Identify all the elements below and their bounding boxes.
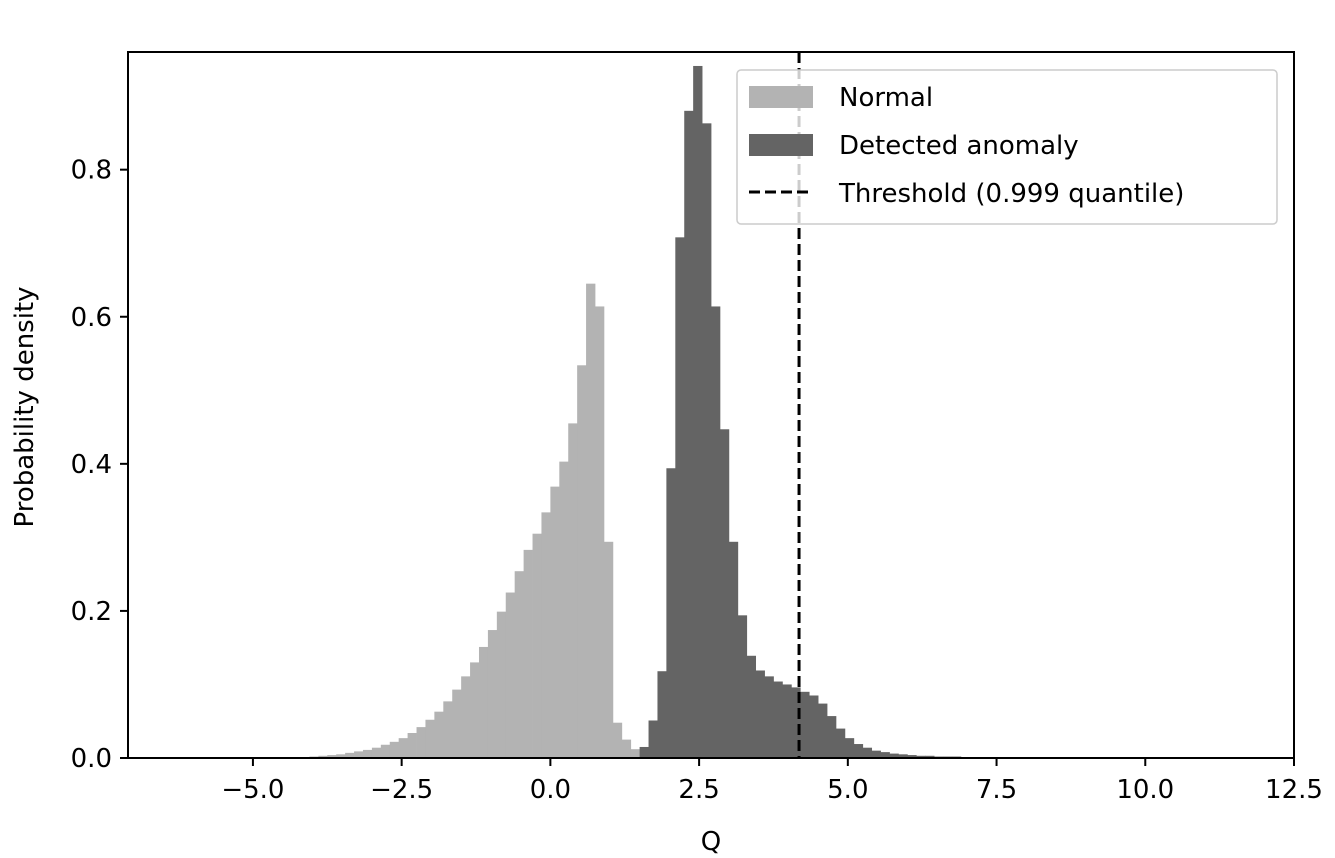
- histogram-bar: [398, 738, 408, 758]
- histogram-bar: [541, 512, 551, 758]
- histogram-bars: [309, 65, 980, 759]
- histogram-bar: [648, 720, 658, 758]
- histogram-bar: [478, 646, 489, 758]
- histogram-bar: [773, 681, 783, 758]
- histogram-bar: [862, 747, 873, 758]
- histogram-bar: [550, 486, 560, 758]
- histogram-bar: [889, 753, 899, 758]
- histogram-bar: [684, 110, 694, 758]
- histogram-bar: [835, 728, 846, 758]
- histogram-bar: [871, 750, 881, 758]
- histogram-bar: [657, 671, 667, 758]
- y-tick-label: 0.4: [71, 450, 112, 480]
- x-tick-label: 10.0: [1116, 775, 1174, 805]
- histogram-bar: [577, 365, 587, 758]
- histogram-bar: [586, 283, 596, 758]
- x-tick-label: 7.5: [976, 775, 1017, 805]
- histogram-bar: [389, 741, 400, 758]
- histogram-bar: [612, 722, 623, 758]
- histogram-bar: [452, 689, 462, 758]
- y-tick-label: 0.0: [71, 744, 112, 774]
- histogram-bar: [345, 752, 355, 758]
- histogram-bar: [461, 676, 471, 758]
- histogram-bar: [639, 746, 649, 758]
- histogram-bar: [898, 754, 908, 758]
- legend-frame: [736, 69, 1278, 225]
- histogram-bar: [523, 549, 533, 758]
- histogram-bar: [719, 429, 730, 758]
- histogram-bar: [603, 541, 614, 758]
- histogram-bar: [425, 719, 435, 758]
- histogram-bar: [907, 755, 917, 758]
- histogram-bar: [505, 592, 516, 758]
- series-anomaly: [639, 65, 980, 759]
- histogram-bar: [844, 738, 855, 758]
- legend-swatch-anomaly: [749, 134, 813, 156]
- histogram-bar: [568, 423, 578, 758]
- y-tick-label: 0.6: [71, 303, 112, 333]
- histogram-bar: [827, 716, 837, 758]
- histogram-bar: [559, 461, 569, 758]
- histogram-bar: [416, 727, 426, 758]
- histogram-bar: [318, 755, 328, 758]
- histogram-bar: [880, 752, 890, 758]
- histogram-bar: [443, 701, 453, 758]
- x-tick-label: 0.0: [530, 775, 571, 805]
- histogram-bar: [327, 755, 337, 758]
- histogram-bar: [532, 533, 542, 758]
- histogram-bar: [470, 662, 480, 758]
- legend-label-anomaly: Detected anomaly: [839, 131, 1079, 161]
- histogram-bar: [737, 615, 748, 758]
- y-tick-label: 0.2: [71, 597, 112, 627]
- x-tick-label: −5.0: [221, 775, 284, 805]
- histogram-bar: [666, 468, 676, 758]
- histogram-bar: [675, 237, 685, 758]
- histogram-bar: [380, 744, 391, 758]
- histogram-bar: [916, 755, 926, 758]
- axes: −5.0 −2.5 0.0 2.5 5.0 7.5 10.0 12.5 0.0 0.2 0.4 0.6…: [71, 51, 1323, 805]
- histogram-bar: [514, 571, 524, 758]
- histogram-bar: [853, 744, 864, 758]
- x-tick-label: 2.5: [678, 775, 719, 805]
- plot-frame: [127, 51, 1295, 759]
- histogram-bar: [755, 670, 765, 758]
- histogram-bar: [354, 751, 364, 758]
- histogram-bar: [809, 695, 819, 758]
- histogram-bar: [487, 630, 498, 758]
- x-tick-label: −2.5: [370, 775, 433, 805]
- legend-swatch-normal: [749, 86, 813, 108]
- x-axis-label: Q: [701, 827, 721, 857]
- series-normal: [309, 283, 649, 758]
- y-tick-label: 0.8: [71, 156, 112, 186]
- histogram-bar: [630, 749, 641, 758]
- x-tick-label: 12.5: [1265, 775, 1323, 805]
- histogram-bar: [621, 739, 632, 758]
- x-tick-label: 5.0: [827, 775, 868, 805]
- histogram-bar: [711, 306, 721, 758]
- histogram-bar: [371, 747, 382, 758]
- legend: Normal Detected anomaly Threshold (0.999…: [736, 69, 1278, 225]
- histogram-bar: [728, 541, 739, 758]
- histogram-bar: [818, 703, 828, 758]
- y-axis-label: Probability density: [10, 286, 40, 527]
- histogram-bar: [362, 749, 373, 758]
- histogram-bar: [434, 711, 444, 758]
- histogram-bar: [791, 687, 801, 758]
- histogram-bar: [693, 65, 703, 759]
- histogram-bar: [702, 123, 712, 759]
- histogram-bar: [496, 611, 507, 758]
- legend-label-normal: Normal: [839, 83, 933, 113]
- histogram-bar: [925, 755, 935, 758]
- histogram-bar: [764, 676, 774, 758]
- histogram-bar: [336, 754, 346, 758]
- histogram-bar: [782, 684, 792, 758]
- histogram-bar: [407, 733, 417, 758]
- histogram-bar: [800, 691, 810, 758]
- histogram-bar: [594, 306, 605, 758]
- legend-label-threshold: Threshold (0.999 quantile): [838, 179, 1184, 209]
- histogram-bar: [746, 655, 757, 758]
